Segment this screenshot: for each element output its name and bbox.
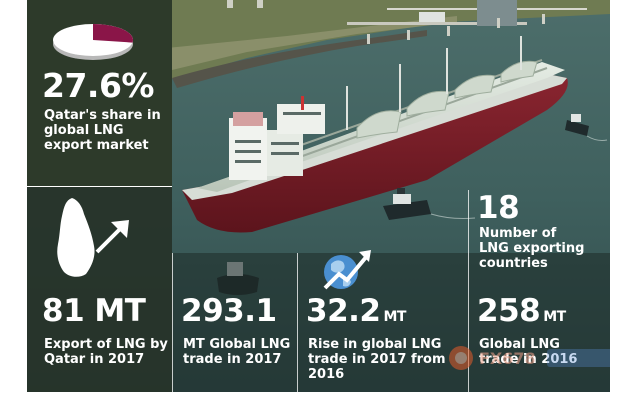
trade-2016-label: Global LNG trade in 2016 bbox=[479, 337, 577, 367]
divider bbox=[27, 186, 172, 187]
stats-band bbox=[172, 253, 610, 392]
rise-label: Rise in global LNG trade in 2017 from 20… bbox=[308, 337, 446, 382]
trade-2016-value: 258 MT bbox=[477, 293, 566, 329]
trade-2016-number: 258 bbox=[477, 293, 541, 329]
export-label: Export of LNG by Qatar in 2017 bbox=[44, 337, 168, 367]
infographic: 27.6% Qatar's share in global LNG export… bbox=[27, 0, 610, 392]
countries-value: 18 bbox=[477, 190, 520, 226]
svg-text:FX678: FX678 bbox=[479, 349, 536, 368]
divider bbox=[297, 253, 298, 392]
market-share-pie-icon bbox=[53, 24, 134, 60]
globe-growth-icon bbox=[323, 250, 371, 290]
share-label: Qatar's share in global LNG export marke… bbox=[44, 108, 161, 153]
rise-number: 32.2 bbox=[306, 293, 381, 329]
watermark-logo: FX678 bbox=[449, 346, 610, 370]
export-value: 81 MT bbox=[42, 293, 146, 329]
arrow-up-right-icon bbox=[95, 220, 129, 254]
divider bbox=[172, 253, 173, 392]
share-value: 27.6% bbox=[42, 66, 155, 105]
divider bbox=[468, 190, 469, 392]
trade-2017-value: 293.1 bbox=[181, 293, 277, 329]
export-panel bbox=[27, 187, 172, 392]
trade-2017-label: MT Global LNG trade in 2017 bbox=[183, 337, 291, 367]
countries-label: Number of LNG exporting countries bbox=[479, 226, 585, 271]
trade-2016-unit: MT bbox=[543, 309, 566, 325]
rise-value: 32.2 MT bbox=[306, 293, 406, 329]
rise-unit: MT bbox=[383, 309, 407, 325]
qatar-map-icon bbox=[57, 198, 95, 277]
